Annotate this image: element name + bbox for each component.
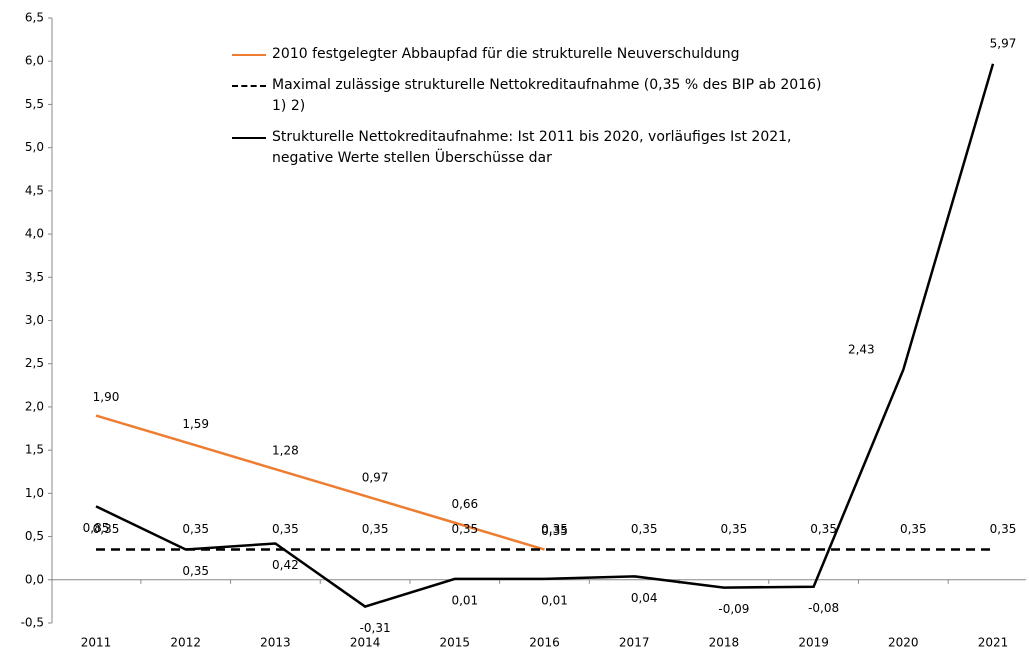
series-line bbox=[95, 63, 995, 608]
x-tick-label: 2020 bbox=[888, 636, 919, 650]
data-label: 0,35 bbox=[900, 522, 927, 536]
legend-item: Strukturelle Nettokreditaufnahme: Ist 20… bbox=[232, 127, 822, 169]
data-label: 1,59 bbox=[182, 417, 209, 431]
data-label: 0,35 bbox=[990, 522, 1017, 536]
x-tick-label: 2016 bbox=[529, 636, 560, 650]
data-label: 0,35 bbox=[272, 522, 299, 536]
data-label: 0,35 bbox=[182, 564, 209, 578]
data-label: 0,04 bbox=[631, 591, 658, 605]
y-tick-label: 4,0 bbox=[25, 227, 44, 241]
data-label: 0,01 bbox=[541, 593, 568, 607]
legend: 2010 festgelegter Abbaupfad für die stru… bbox=[232, 44, 822, 179]
data-label: 0,66 bbox=[451, 497, 478, 511]
legend-swatch bbox=[232, 137, 266, 139]
x-tick-label: 2019 bbox=[798, 636, 829, 650]
data-label: 0,42 bbox=[272, 558, 299, 572]
series-line bbox=[95, 414, 545, 551]
y-tick-label: 0,0 bbox=[25, 572, 44, 586]
y-tick-label: 6,5 bbox=[25, 11, 44, 25]
data-label: 0,85 bbox=[83, 521, 110, 535]
data-label: 0,35 bbox=[182, 522, 209, 536]
data-label: 0,97 bbox=[362, 470, 389, 484]
legend-label: Maximal zulässige strukturelle Nettokred… bbox=[272, 77, 822, 114]
data-label: 2,43 bbox=[848, 342, 875, 356]
y-tick-label: 1,0 bbox=[25, 486, 44, 500]
data-label: 0,35 bbox=[541, 524, 568, 538]
data-label: 0,35 bbox=[721, 522, 748, 536]
y-tick-label: 3,5 bbox=[25, 270, 44, 284]
y-tick-label: 0,5 bbox=[25, 529, 44, 543]
y-tick-label: 3,0 bbox=[25, 313, 44, 327]
x-tick-label: 2013 bbox=[260, 636, 291, 650]
data-label: 0,01 bbox=[451, 593, 478, 607]
y-tick-label: 1,5 bbox=[25, 443, 44, 457]
data-label: 5,97 bbox=[990, 36, 1017, 50]
legend-swatch bbox=[232, 54, 266, 56]
y-tick-label: 2,5 bbox=[25, 356, 44, 370]
data-label: -0,09 bbox=[718, 602, 749, 616]
data-label: 0,35 bbox=[541, 522, 568, 536]
x-tick-label: 2015 bbox=[440, 636, 471, 650]
legend-item: 2010 festgelegter Abbaupfad für die stru… bbox=[232, 44, 822, 65]
data-label: -0,31 bbox=[360, 621, 391, 635]
data-label: 1,90 bbox=[93, 390, 120, 404]
y-tick-label: 2,0 bbox=[25, 399, 44, 413]
x-tick-label: 2014 bbox=[350, 636, 381, 650]
data-label: -0,08 bbox=[808, 601, 839, 615]
y-tick-label: 5,0 bbox=[25, 140, 44, 154]
data-label: 0,35 bbox=[451, 522, 478, 536]
y-tick-label: 5,5 bbox=[25, 97, 44, 111]
y-tick-label: 6,0 bbox=[25, 54, 44, 68]
data-label: 0,35 bbox=[362, 522, 389, 536]
x-tick-label: 2017 bbox=[619, 636, 650, 650]
x-tick-label: 2011 bbox=[81, 636, 112, 650]
x-tick-label: 2021 bbox=[978, 636, 1009, 650]
data-label: 0,35 bbox=[93, 522, 120, 536]
data-label: 0,35 bbox=[631, 522, 658, 536]
y-tick-label: -0,5 bbox=[21, 616, 44, 630]
legend-label: 2010 festgelegter Abbaupfad für die stru… bbox=[272, 46, 740, 62]
data-label: 0,35 bbox=[810, 522, 837, 536]
y-tick-label: 4,5 bbox=[25, 183, 44, 197]
legend-label: Strukturelle Nettokreditaufnahme: Ist 20… bbox=[272, 129, 792, 166]
legend-item: Maximal zulässige strukturelle Nettokred… bbox=[232, 75, 822, 117]
legend-swatch bbox=[232, 85, 266, 87]
data-label: 1,28 bbox=[272, 444, 299, 458]
x-tick-label: 2012 bbox=[170, 636, 201, 650]
x-tick-label: 2018 bbox=[709, 636, 740, 650]
